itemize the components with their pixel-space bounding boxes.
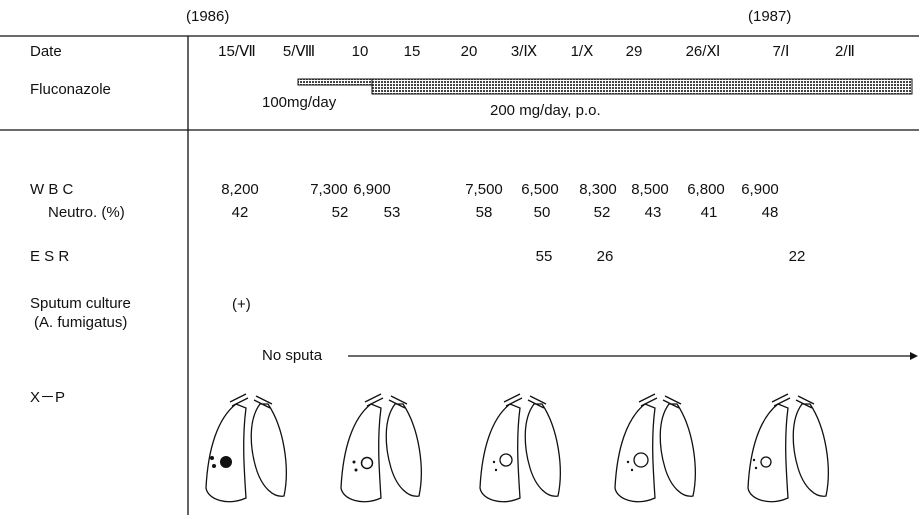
esr-value: 22 [789,248,806,265]
neutro-value: 50 [534,204,551,221]
clinical-course-figure: (1986) (1987) Date Fluconazole W B C Neu… [0,0,919,515]
neutro-value: 58 [476,204,493,221]
date-value: 20 [461,43,478,60]
lung-sketch [341,394,421,502]
row-label: E S R [30,248,69,265]
dose-bar [372,79,912,94]
wbc-value: 8,300 [579,181,617,198]
dose-bar [298,79,372,85]
year: (1987) [748,8,791,25]
wbc-value: 8,500 [631,181,669,198]
date-value: 3/Ⅸ [511,43,538,60]
esr-value: 55 [536,248,553,265]
esr-value: 26 [597,248,614,265]
year: (1986) [186,8,229,25]
wbc-value: 7,300 [310,181,348,198]
neutro-value: 43 [645,204,662,221]
neutro-value: 41 [701,204,718,221]
row-label: (A. fumigatus) [34,314,127,331]
wbc-value: 6,800 [687,181,725,198]
date-value: 2/Ⅱ [835,43,855,60]
lung-sketch [748,394,828,502]
row-label: W B C [30,181,73,198]
wbc-value: 8,200 [221,181,259,198]
date-value: 15 [404,43,421,60]
dose-label: 200 mg/day, p.o. [490,102,601,119]
lung-sketch [206,394,286,502]
culture-note: No sputa [262,347,323,364]
date-value: 29 [626,43,643,60]
culture-result: (+) [232,296,251,313]
wbc-value: 7,500 [465,181,503,198]
row-label: Sputum culture [30,295,131,312]
neutro-value: 52 [332,204,349,221]
row-label: X－P [30,389,65,406]
wbc-value: 6,500 [521,181,559,198]
date-value: 26/Ⅺ [686,43,721,60]
wbc-value: 6,900 [353,181,391,198]
date-value: 10 [352,43,369,60]
row-label: Neutro. (%) [48,204,125,221]
row-label: Fluconazole [30,81,111,98]
neutro-value: 53 [384,204,401,221]
neutro-value: 42 [232,204,249,221]
date-value: 5/Ⅷ [283,43,315,60]
date-value: 1/Ⅹ [571,43,594,60]
neutro-value: 48 [762,204,779,221]
row-label: Date [30,43,62,60]
date-value: 7/Ⅰ [773,43,790,60]
neutro-value: 52 [594,204,611,221]
date-value: 15/Ⅶ [218,43,256,60]
lung-sketch [615,394,695,502]
wbc-value: 6,900 [741,181,779,198]
arrow-head [910,352,918,360]
dose-label: 100mg/day [262,94,337,111]
lung-sketches [206,394,828,502]
lung-sketch [480,394,560,502]
